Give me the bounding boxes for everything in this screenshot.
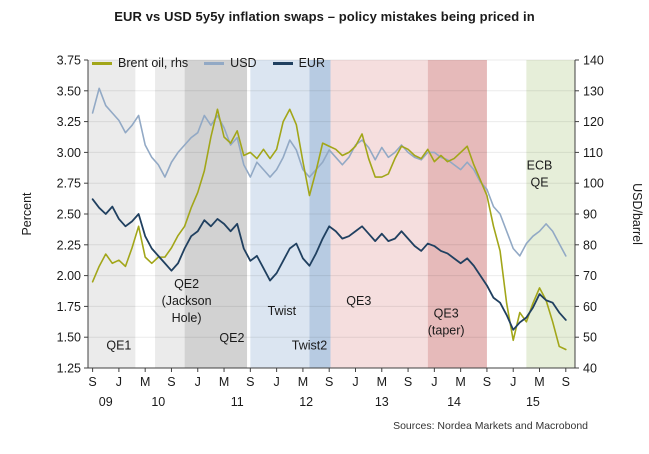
series-usd-line xyxy=(91,87,567,257)
right-tick-label: 70 xyxy=(583,269,597,283)
x-tick-label: J xyxy=(352,375,358,389)
legend-label-usd: USD xyxy=(230,56,257,70)
legend-swatch-brent-icon xyxy=(92,61,112,65)
band-qe2 xyxy=(184,60,248,368)
left-tick-label: 2.25 xyxy=(57,238,81,252)
year-label: 12 xyxy=(299,395,313,409)
x-tick-label: S xyxy=(325,375,333,389)
x-tick-label: S xyxy=(562,375,570,389)
band-qe3 xyxy=(330,60,428,368)
sources-note: Sources: Nordea Markets and Macrobond xyxy=(393,420,588,432)
x-tick-label: S xyxy=(246,375,254,389)
band-label-qe3: QE3 xyxy=(346,294,371,308)
legend-item-brent: Brent oil, rhs xyxy=(92,56,188,70)
year-label: 10 xyxy=(151,395,165,409)
band-label-ecb-qe: ECB QE xyxy=(527,159,553,190)
legend-item-eur: EUR xyxy=(272,56,325,70)
left-tick-label: 3.75 xyxy=(57,54,81,68)
x-tick-label: S xyxy=(404,375,412,389)
right-tick-label: 110 xyxy=(583,146,603,160)
left-tick-label: 3.00 xyxy=(57,146,81,160)
series-brent-line xyxy=(91,108,567,351)
band-label-twist2: Twist2 xyxy=(292,339,327,353)
band-label-qe3-taper: QE3 (taper) xyxy=(428,306,465,337)
x-tick-label: J xyxy=(431,375,437,389)
right-tick-label: 50 xyxy=(583,331,597,345)
year-label: 09 xyxy=(99,395,113,409)
band-twist2 xyxy=(309,60,331,368)
band-qe3-taper xyxy=(427,60,487,368)
right-tick-label: 60 xyxy=(583,300,597,314)
x-tick-label: M xyxy=(455,375,465,389)
left-tick-label: 2.75 xyxy=(57,177,81,191)
x-tick-label: S xyxy=(88,375,96,389)
left-tick-label: 1.25 xyxy=(57,362,81,376)
right-tick-label: 100 xyxy=(583,177,604,191)
left-tick-label: 1.75 xyxy=(57,300,81,314)
right-tick-label: 90 xyxy=(583,208,597,222)
legend-swatch-usd-icon xyxy=(204,61,225,65)
x-tick-label: M xyxy=(377,375,387,389)
band-qe2-jackson-hole xyxy=(155,60,185,368)
year-label: 11 xyxy=(231,395,244,409)
x-tick-label: M xyxy=(298,375,308,389)
right-tick-label: 80 xyxy=(583,238,597,252)
right-tick-label: 140 xyxy=(583,54,604,68)
band-label-qe2: QE2 xyxy=(219,331,244,345)
left-tick-label: 3.25 xyxy=(57,115,81,129)
chart-title: EUR vs USD 5y5y inflation swaps – policy… xyxy=(114,9,535,24)
band-label-qe2-jackson-hole: QE2 (Jackson Hole) xyxy=(162,277,212,325)
series-eur-line xyxy=(91,198,567,331)
x-tick-label: J xyxy=(195,375,201,389)
x-tick-label: J xyxy=(510,375,516,389)
left-tick-label: 3.50 xyxy=(57,84,81,98)
x-tick-label: S xyxy=(483,375,491,389)
legend-label-eur: EUR xyxy=(298,56,325,70)
band-label-qe1: QE1 xyxy=(106,339,131,353)
x-tick-label: M xyxy=(219,375,229,389)
band-twist xyxy=(250,60,310,368)
left-tick-label: 2.50 xyxy=(57,208,81,222)
year-label: 14 xyxy=(447,395,461,409)
x-tick-label: M xyxy=(140,375,150,389)
band-label-twist: Twist xyxy=(268,304,297,318)
legend-item-usd: USD xyxy=(204,56,257,70)
x-tick-label: J xyxy=(116,375,122,389)
legend-label-brent: Brent oil, rhs xyxy=(118,56,189,70)
x-tick-label: J xyxy=(273,375,279,389)
year-label: 15 xyxy=(526,395,540,409)
year-label: 13 xyxy=(375,395,389,409)
right-tick-label: 40 xyxy=(583,362,597,376)
legend-swatch-eur-icon xyxy=(272,61,293,65)
right-tick-label: 130 xyxy=(583,84,604,98)
legend: Brent oil, rhs USD EUR xyxy=(92,56,325,70)
x-tick-label: M xyxy=(534,375,544,389)
left-tick-label: 2.00 xyxy=(57,269,81,283)
x-tick-label: S xyxy=(167,375,175,389)
left-tick-label: 1.50 xyxy=(57,331,81,345)
right-tick-label: 120 xyxy=(583,115,604,129)
